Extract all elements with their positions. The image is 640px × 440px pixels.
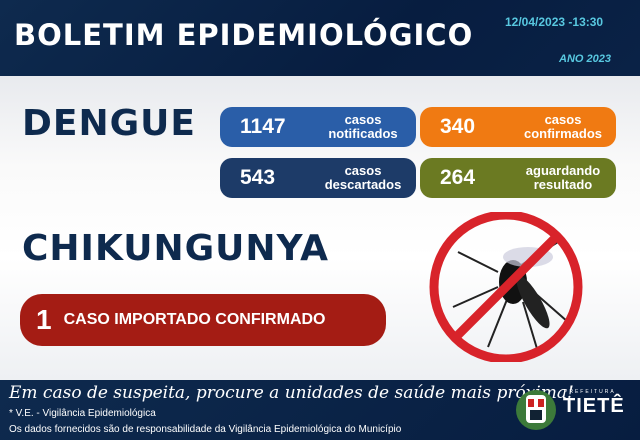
- card-value: 264: [440, 166, 476, 189]
- footer-note: * V.E. - Vigilância Epidemiológica: [9, 408, 156, 419]
- dengue-title: DENGUE: [22, 103, 196, 144]
- chikungunya-title: CHIKUNGUNYA: [22, 228, 329, 269]
- header: BOLETIM EPIDEMIOLÓGICO 12/04/2023 -13:30…: [0, 0, 640, 76]
- card-label: casos confirmados: [523, 112, 602, 141]
- card-value: 340: [440, 115, 476, 138]
- card-label: aguardando resultado: [525, 163, 601, 192]
- footer-disclaimer: Os dados fornecidos são de responsabilid…: [9, 424, 402, 435]
- page-title: BOLETIM EPIDEMIOLÓGICO: [14, 18, 474, 52]
- card-notificados: 1147 casos notificados: [220, 107, 416, 147]
- no-mosquito-icon: [429, 212, 583, 362]
- card-value: 543: [240, 166, 276, 189]
- city-crest-icon: [516, 390, 556, 430]
- slogan: Em caso de suspeita, procure a unidades …: [9, 383, 574, 403]
- card-label: casos notificados: [328, 112, 398, 141]
- footer: Em caso de suspeita, procure a unidades …: [0, 380, 640, 440]
- logo-prefix: PREFEITURA: [564, 389, 616, 395]
- case-count: 1: [36, 304, 52, 335]
- chikungunya-banner: 1 CASO IMPORTADO CONFIRMADO: [20, 294, 386, 346]
- card-confirmados: 340 casos confirmados: [420, 107, 616, 147]
- card-descartados: 543 casos descartados: [220, 158, 416, 198]
- datetime: 12/04/2023 -13:30: [505, 15, 604, 29]
- logo-name: TIETÊ: [563, 395, 625, 417]
- card-label: casos descartados: [324, 163, 402, 192]
- card-value: 1147: [240, 115, 286, 138]
- card-aguardando: 264 aguardando resultado: [420, 158, 616, 198]
- year: ANO 2023: [559, 53, 611, 65]
- case-label: CASO IMPORTADO CONFIRMADO: [63, 311, 326, 328]
